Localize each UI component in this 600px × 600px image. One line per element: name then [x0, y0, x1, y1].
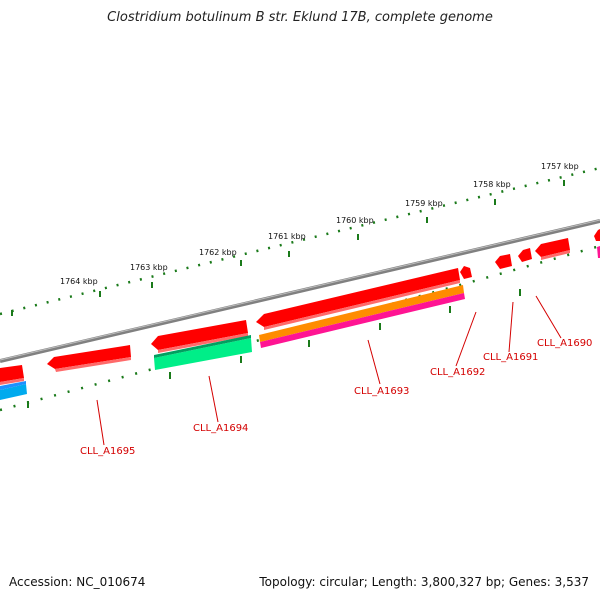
- gene-arrow[interactable]: [154, 338, 252, 370]
- gene-label-cll-a1690[interactable]: CLL_A1690: [537, 338, 592, 349]
- kbp-label-1757: 1757 kbp: [541, 162, 579, 171]
- gene-label-cll-a1692[interactable]: CLL_A1692: [430, 367, 485, 378]
- gene-arrow[interactable]: [256, 268, 460, 327]
- kbp-label-1762: 1762 kbp: [199, 248, 237, 257]
- kbp-label-1758: 1758 kbp: [473, 180, 511, 189]
- inner-major-ticks: [27, 289, 521, 408]
- gene-arrow[interactable]: [594, 229, 600, 241]
- gene-arrow[interactable]: [47, 345, 131, 369]
- kbp-label-1759: 1759 kbp: [405, 199, 443, 208]
- kbp-label-1763: 1763 kbp: [130, 263, 168, 272]
- accession-text: Accession: NC_010674: [9, 575, 146, 589]
- gene-arrow[interactable]: [597, 246, 600, 258]
- gene-arrow[interactable]: [0, 384, 27, 400]
- gene-label-cll-a1693[interactable]: CLL_A1693: [354, 386, 409, 397]
- gene-label-cll-a1695[interactable]: CLL_A1695: [80, 446, 135, 457]
- reverse-strand-genes: [0, 246, 600, 400]
- kbp-label-1760: 1760 kbp: [336, 216, 374, 225]
- kbp-label-1764: 1764 kbp: [60, 277, 98, 286]
- gene-callout-lines: [96, 295, 562, 446]
- gene-arrow[interactable]: [151, 320, 248, 350]
- gene-arrow[interactable]: [518, 248, 532, 262]
- outer-major-ticks: [11, 180, 565, 316]
- gene-arrow[interactable]: [495, 254, 512, 269]
- genome-stats-text: Topology: circular; Length: 3,800,327 bp…: [259, 575, 589, 589]
- gene-label-cll-a1694[interactable]: CLL_A1694: [193, 423, 248, 434]
- forward-strand-genes: [0, 229, 600, 385]
- gene-arrow[interactable]: [259, 285, 464, 342]
- gene-arrow[interactable]: [535, 238, 570, 257]
- gene-arrow[interactable]: [460, 266, 472, 279]
- kbp-label-1761: 1761 kbp: [268, 232, 306, 241]
- gene-label-cll-a1691[interactable]: CLL_A1691: [483, 352, 538, 363]
- gene-arrow[interactable]: [0, 365, 24, 382]
- gene-arrow[interactable]: [260, 293, 465, 348]
- map-title: Clostridium botulinum B str. Eklund 17B,…: [107, 10, 493, 25]
